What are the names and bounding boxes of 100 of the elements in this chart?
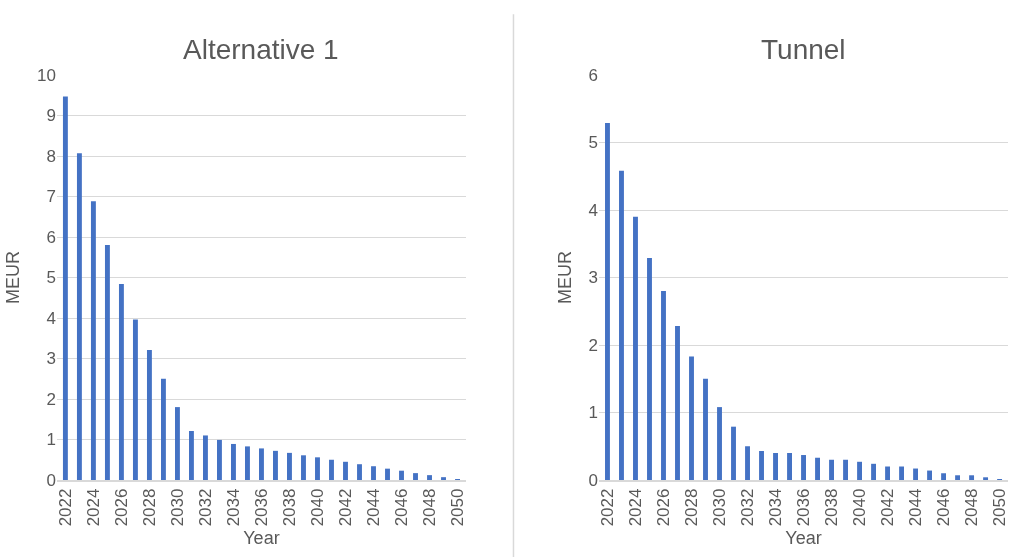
bar <box>413 473 418 480</box>
bar <box>287 452 292 480</box>
bar <box>245 446 250 480</box>
bar <box>787 453 792 480</box>
x-tick-label: 2038 <box>279 488 299 527</box>
y-tick-label: 1 <box>588 403 599 423</box>
x-tick-label: 2046 <box>392 488 412 527</box>
bar <box>731 426 736 480</box>
bar <box>927 470 933 480</box>
x-tick-label: 2048 <box>420 488 440 527</box>
x-tick-label: 2048 <box>962 488 982 527</box>
bar <box>90 201 96 480</box>
bar <box>647 257 652 480</box>
y-tick-label: 10 <box>37 65 56 85</box>
bar <box>231 443 236 480</box>
bar <box>315 457 320 480</box>
x-tick-label: 2026 <box>111 488 131 527</box>
bar <box>371 466 376 480</box>
bar <box>273 450 278 480</box>
x-tick-label: 2028 <box>139 488 159 527</box>
bar <box>146 350 152 480</box>
y-tick-label: 0 <box>588 470 599 490</box>
bar <box>773 453 778 480</box>
bar <box>857 461 862 480</box>
bar <box>829 459 834 480</box>
chart-title: Alternative 1 <box>183 34 339 65</box>
bar <box>801 455 806 480</box>
x-tick-label: 2040 <box>308 488 328 527</box>
bar <box>843 459 848 480</box>
bar <box>605 122 610 480</box>
bar <box>759 450 764 480</box>
x-tick-label: 2042 <box>336 488 356 527</box>
x-tick-label: 2022 <box>55 488 75 527</box>
bar <box>118 283 124 480</box>
bar <box>357 464 362 480</box>
bar <box>76 153 82 480</box>
bar <box>661 291 666 480</box>
bar <box>301 455 306 480</box>
y-tick-label: 4 <box>46 308 56 328</box>
bar <box>329 459 334 480</box>
y-tick-label: 7 <box>46 187 56 207</box>
y-tick-label: 5 <box>46 268 56 288</box>
y-tick-label: 8 <box>46 146 56 166</box>
bar <box>941 473 947 480</box>
x-tick-label: 2050 <box>990 488 1010 527</box>
x-tick-label: 2022 <box>597 488 617 527</box>
x-tick-label: 2034 <box>766 488 786 527</box>
bar <box>675 326 680 480</box>
bar <box>885 466 891 480</box>
x-tick-label: 2042 <box>878 488 898 527</box>
bar <box>160 378 166 480</box>
x-tick-label: 2024 <box>626 488 646 527</box>
bar <box>983 477 989 480</box>
y-axis-title: MEUR <box>3 251 24 304</box>
chart-title: Tunnel <box>761 34 846 65</box>
bar <box>955 475 961 480</box>
bar <box>815 457 820 480</box>
bar <box>745 446 750 480</box>
y-tick-label: 4 <box>588 200 599 220</box>
bar <box>969 475 975 480</box>
y-tick-label: 2 <box>46 389 56 409</box>
y-axis-title: MEUR <box>554 251 575 304</box>
y-tick-label: 9 <box>46 106 56 126</box>
bar <box>174 407 180 480</box>
x-tick-label: 2036 <box>794 488 814 527</box>
bar <box>343 461 348 480</box>
x-tick-label: 2030 <box>710 488 730 527</box>
x-tick-label: 2036 <box>251 488 271 527</box>
bar <box>427 475 432 480</box>
bar <box>399 470 404 480</box>
x-axis-title: Year <box>243 527 280 548</box>
bar <box>703 378 708 480</box>
x-tick-label: 2050 <box>448 488 468 527</box>
bar <box>913 468 919 480</box>
bar <box>132 319 138 480</box>
x-tick-label: 2044 <box>364 488 384 527</box>
bar <box>62 96 68 480</box>
bar <box>203 435 208 480</box>
y-tick-label: 1 <box>46 430 56 450</box>
bar <box>717 407 722 480</box>
x-tick-label: 2032 <box>195 488 215 527</box>
x-tick-label: 2030 <box>167 488 187 527</box>
y-tick-label: 5 <box>588 133 599 153</box>
x-tick-label: 2034 <box>223 488 243 527</box>
bar <box>385 468 390 480</box>
y-tick-label: 6 <box>46 227 56 247</box>
bar <box>217 439 222 480</box>
x-tick-label: 2044 <box>906 488 926 527</box>
bar <box>441 477 446 480</box>
bar <box>689 356 694 480</box>
x-tick-label: 2028 <box>682 488 702 527</box>
y-tick-label: 3 <box>46 349 56 369</box>
x-tick-label: 2026 <box>654 488 674 527</box>
bar <box>104 245 110 480</box>
x-tick-label: 2040 <box>850 488 870 527</box>
x-axis-title: Year <box>785 527 822 548</box>
bar <box>259 448 264 480</box>
bar <box>188 431 194 480</box>
y-tick-label: 3 <box>588 268 599 288</box>
x-tick-label: 2038 <box>822 488 842 527</box>
